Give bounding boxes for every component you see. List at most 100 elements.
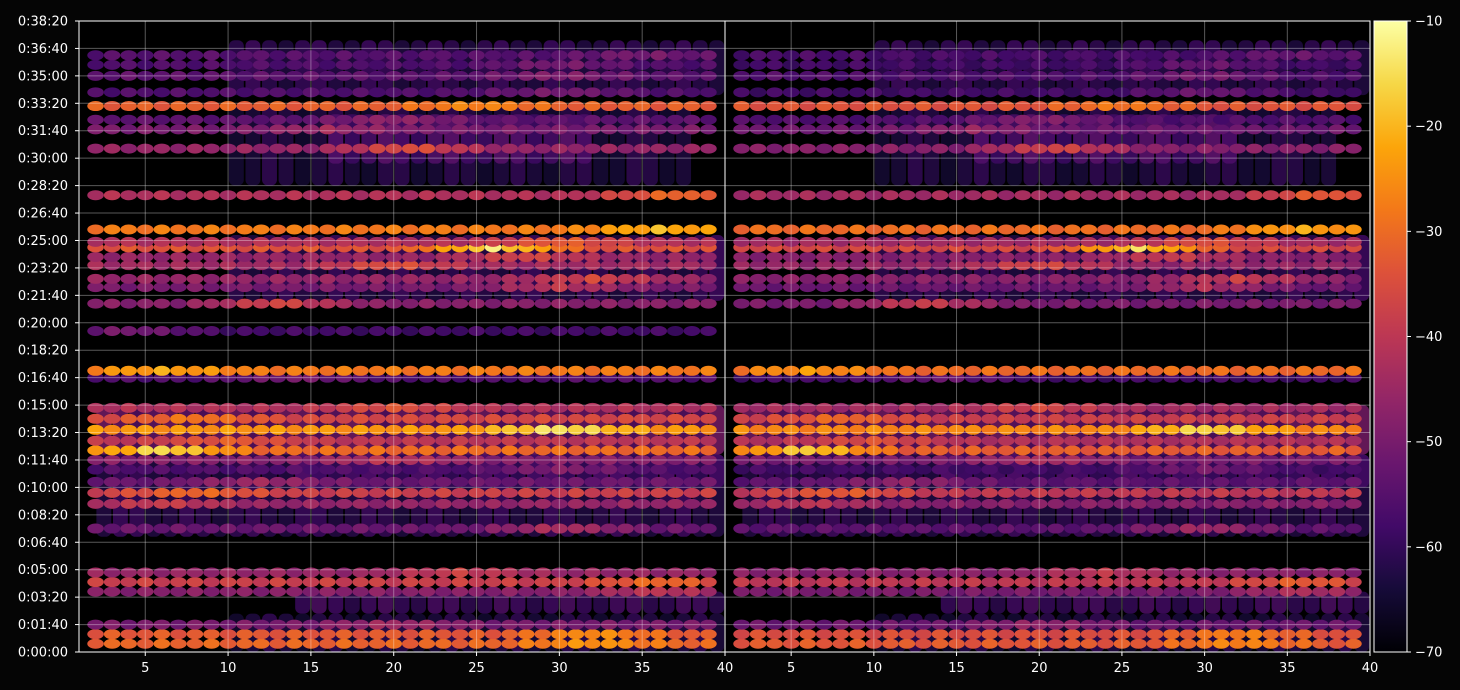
band-cell — [782, 70, 800, 81]
band-cell — [931, 498, 949, 509]
band-cell — [170, 402, 187, 413]
band-cell — [865, 87, 883, 98]
band-cell — [1047, 424, 1065, 435]
background-cell — [1106, 591, 1122, 614]
band-cell — [534, 402, 552, 413]
band-cell — [981, 87, 998, 98]
band-cell — [219, 435, 237, 446]
background-cell — [643, 591, 658, 614]
band-cell — [1113, 424, 1131, 435]
band-cell — [1030, 498, 1048, 509]
band-cell — [650, 190, 668, 201]
band-cell — [1279, 298, 1296, 309]
band-cell — [1229, 260, 1246, 271]
band-cell — [865, 498, 883, 509]
band-cell — [1279, 487, 1296, 498]
band-cell — [700, 464, 717, 475]
band-cell — [700, 435, 717, 446]
band-cell — [1030, 586, 1048, 597]
band-cell — [551, 260, 568, 271]
band-cell — [120, 143, 137, 154]
band-cell — [633, 260, 651, 271]
band-cell — [286, 498, 303, 509]
band-cell — [1080, 251, 1098, 262]
band-cell — [600, 260, 618, 271]
band-cell — [302, 260, 320, 271]
band-cell — [633, 487, 651, 498]
band-cell — [700, 114, 717, 125]
band-cell — [335, 498, 353, 509]
band-cell — [898, 251, 916, 262]
band-cell — [1295, 50, 1313, 61]
band-cell — [650, 224, 668, 235]
band-cell — [1295, 260, 1313, 271]
band-cell — [252, 445, 270, 456]
band-cell — [385, 326, 402, 337]
background-cell — [527, 591, 542, 614]
band-cell — [120, 114, 137, 125]
band-cell — [219, 476, 237, 487]
band-cell — [103, 372, 121, 383]
band-cell — [1212, 413, 1230, 424]
band-cell — [435, 124, 452, 135]
band-cell — [1064, 59, 1081, 70]
band-cell — [103, 87, 121, 98]
band-cell — [1245, 87, 1263, 98]
band-cell — [915, 454, 932, 465]
band-cell — [600, 365, 618, 376]
band-cell — [683, 567, 701, 578]
x-tick-label: 40 — [1362, 661, 1379, 676]
band-cell — [1097, 402, 1114, 413]
band-cell — [302, 445, 320, 456]
band-cell — [1163, 273, 1180, 284]
band-cell — [700, 87, 717, 98]
band-cell — [219, 413, 237, 424]
band-cell — [981, 476, 998, 487]
band-cell — [468, 251, 485, 262]
band-cell — [1080, 190, 1098, 201]
band-cell — [551, 567, 568, 578]
band-cell — [153, 224, 171, 235]
band-cell — [170, 50, 187, 61]
band-cell — [1229, 224, 1246, 235]
band-cell — [319, 629, 336, 640]
band-cell — [1229, 124, 1246, 135]
band-cell — [766, 586, 783, 597]
band-cell — [153, 101, 171, 112]
band-cell — [948, 260, 965, 271]
band-cell — [136, 402, 154, 413]
band-cell — [1080, 577, 1098, 588]
band-cell — [1179, 365, 1197, 376]
band-cell — [700, 236, 717, 247]
band-cell — [584, 143, 601, 154]
band-cell — [103, 464, 121, 475]
band-cell — [534, 101, 552, 112]
band-cell — [1212, 70, 1230, 81]
band-cell — [1130, 445, 1147, 456]
band-cell — [865, 629, 883, 640]
band-cell — [1097, 372, 1114, 383]
band-cell — [898, 190, 916, 201]
band-cell — [1245, 50, 1263, 61]
band-cell — [368, 629, 386, 640]
band-cell — [749, 454, 767, 465]
band-cell — [1113, 143, 1131, 154]
background-cell — [1172, 591, 1188, 614]
band-cell — [1080, 365, 1098, 376]
band-cell — [335, 70, 353, 81]
band-cell — [700, 251, 717, 262]
band-cell — [468, 365, 485, 376]
band-cell — [782, 87, 800, 98]
band-cell — [319, 143, 336, 154]
band-cell — [170, 619, 187, 630]
band-cell — [567, 445, 585, 456]
band-cell — [87, 101, 104, 112]
band-cell — [402, 298, 419, 309]
band-cell — [931, 273, 949, 284]
band-cell — [584, 298, 601, 309]
band-cell — [799, 586, 816, 597]
band-cell — [1080, 638, 1098, 649]
band-cell — [1097, 638, 1114, 649]
band-cell — [815, 59, 833, 70]
band-cell — [335, 619, 353, 630]
